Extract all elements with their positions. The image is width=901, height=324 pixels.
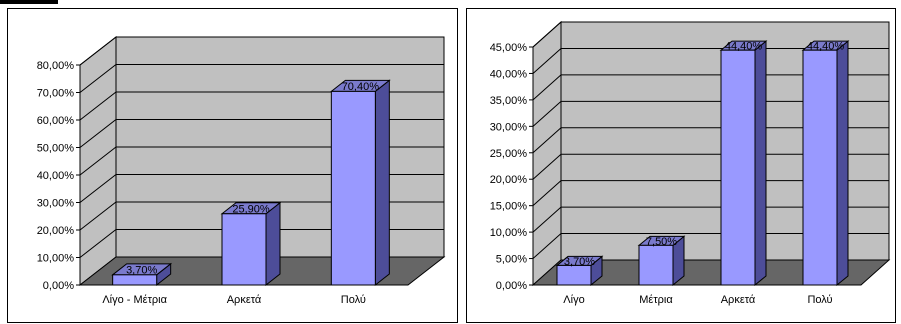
chart-left-frame: 0,00% 10,00% 20,00% 30,00% 40,00% 50,00% 60,00… (7, 8, 458, 323)
bar-3 (329, 79, 391, 287)
x-tick-label: Μέτρια (639, 294, 673, 306)
data-label: 25,90% (232, 203, 270, 215)
chart-right-frame: 0,00% 5,00% 10,00% 15,00% 20,00% 25,00% 30,00%… (466, 8, 896, 323)
chart-right: 0,00% 5,00% 10,00% 15,00% 20,00% 25,00% 30,00%… (490, 20, 891, 306)
y-tick-label: 30,00% (490, 121, 528, 133)
y-tick-label: 60,00% (37, 115, 75, 127)
data-label: 44,40% (807, 41, 845, 53)
bar-1 (555, 255, 604, 287)
bar-front (112, 274, 158, 286)
y-tick-label: 80,00% (37, 60, 75, 72)
y-tick-label: 10,00% (37, 253, 75, 265)
y-tick-label: 35,00% (490, 95, 528, 107)
y-tick-label: 20,00% (37, 225, 75, 237)
y-tick-label: 25,00% (490, 148, 528, 160)
y-tick-label: 20,00% (490, 174, 528, 186)
y-tick-label: 70,00% (37, 88, 75, 100)
bar-side (836, 40, 849, 287)
bar-1 (111, 262, 173, 287)
bar-2 (220, 201, 282, 287)
y-tick-label: 15,00% (490, 201, 528, 213)
y-tick-label: 0,00% (43, 280, 74, 292)
bar-2 (637, 235, 686, 287)
gridline (532, 74, 889, 101)
data-label: 7,50% (646, 236, 677, 248)
gridline (79, 36, 444, 66)
bar-front (638, 244, 674, 286)
bar-4 (801, 40, 850, 287)
x-tick-label: Πολύ (341, 294, 366, 306)
gridline (532, 100, 889, 127)
y-tick-label: 40,00% (37, 170, 75, 182)
bar-side (754, 40, 767, 287)
x-tick-label: Λίγο - Μέτρια (102, 294, 167, 306)
y-tick-label: 10,00% (490, 227, 528, 239)
data-label: 70,40% (342, 81, 380, 93)
y-tick-label: 40,00% (490, 68, 528, 80)
gridline (532, 47, 889, 74)
bar-front (556, 264, 592, 286)
x-tick-label: Αρκετά (227, 294, 262, 306)
x-tick-label: Πολύ (807, 294, 832, 306)
bar-front (802, 49, 838, 286)
data-label: 44,40% (725, 41, 763, 53)
cropped-header-mark (0, 0, 58, 4)
gridline (532, 206, 889, 233)
bar-front (720, 49, 756, 286)
y-tick-label: 30,00% (37, 198, 75, 210)
bar-side (374, 79, 390, 287)
bar-3 (719, 40, 768, 287)
gridline (532, 21, 889, 48)
y-tick-label: 45,00% (490, 42, 528, 54)
gridline (532, 153, 889, 180)
y-tick-label: 5,00% (496, 254, 527, 266)
data-label: 3,70% (126, 264, 157, 276)
gridline (532, 180, 889, 207)
gridline (79, 64, 444, 93)
y-tick-label: 0,00% (496, 280, 527, 292)
y-tick-label: 50,00% (37, 143, 75, 155)
gridline (532, 127, 889, 154)
bar-front (330, 90, 376, 286)
chart-left: 0,00% 10,00% 20,00% 30,00% 40,00% 50,00% 60,00… (37, 35, 446, 306)
x-tick-label: Λίγο (563, 294, 584, 306)
data-label: 3,70% (564, 256, 595, 268)
gridline (532, 233, 889, 259)
bar-front (221, 213, 267, 286)
x-tick-label: Αρκετά (721, 294, 756, 306)
